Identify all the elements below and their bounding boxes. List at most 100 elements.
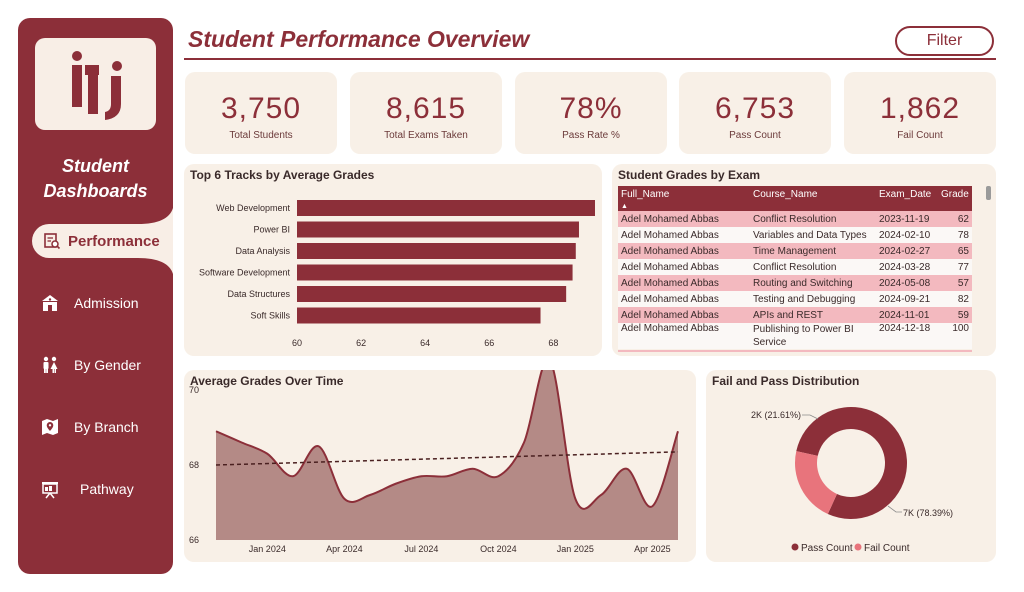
bar [297, 286, 567, 302]
column-header-full-name[interactable]: Full_Name ▲ [618, 186, 750, 211]
x-tick-label: 62 [356, 338, 366, 348]
x-tick-label: Oct 2024 [480, 544, 517, 554]
cell-course-name: Conflict Resolution [750, 211, 876, 227]
cell-exam-date: 2023-11-19 [876, 211, 938, 227]
iti-logo [35, 38, 156, 130]
kpi-card-pass-rate: 78% Pass Rate % [515, 72, 667, 154]
nav-item-by-gender[interactable]: By Gender [40, 350, 170, 380]
donut-slice [795, 451, 837, 514]
table-row[interactable]: Adel Mohamed Abbas Publishing to Power BI… [618, 323, 972, 349]
school-building-icon [40, 293, 60, 313]
table-row[interactable]: Adel Mohamed Abbas Variables and Data Typ… [618, 227, 972, 243]
column-header-course-name[interactable]: Course_Name [750, 186, 876, 211]
x-tick-label: Jul 2024 [404, 544, 438, 554]
bar [297, 264, 573, 281]
kpi-card-fail-count: 1,862 Fail Count [844, 72, 996, 154]
legend-marker-pass [791, 543, 799, 551]
pass-data-label: 7K (78.39%) [903, 508, 953, 518]
nav-item-pathway[interactable]: Pathway [40, 474, 170, 504]
cell-exam-date: 2024-03-28 [876, 259, 938, 275]
table-row[interactable]: Adel Mohamed Abbas Conflict Resolution 202… [618, 211, 972, 227]
y-tick-label: 68 [189, 460, 199, 470]
sidebar-title-line1: Student [62, 156, 129, 176]
cell-course-name: Time Management [750, 243, 876, 259]
kpi-label: Total Exams Taken [384, 130, 468, 141]
legend-marker-fail [854, 543, 862, 551]
bar [297, 221, 579, 238]
nav-label-admission: Admission [74, 295, 139, 311]
column-header-label: Course_Name [753, 189, 818, 200]
table-row[interactable]: Adel Mohamed Abbas Routing and Switching 2… [618, 275, 972, 291]
filter-button[interactable]: Filter [895, 26, 994, 56]
table-row[interactable]: Adel Mohamed Abbas APIs and REST 2024-11-0… [618, 307, 972, 323]
kpi-label: Fail Count [897, 130, 943, 141]
kpi-value: 3,750 [220, 92, 302, 125]
cell-grade: 65 [938, 243, 972, 259]
nav-label-by-gender: By Gender [74, 357, 141, 373]
cell-full-name: Adel Mohamed Abbas [618, 275, 750, 291]
iti-logo-icon [72, 51, 122, 120]
x-tick-label: Jan 2025 [557, 544, 594, 554]
bar-category-label: Web Development [216, 203, 290, 213]
y-tick-label: 70 [189, 385, 199, 395]
bar-category-label: Software Development [199, 268, 291, 278]
bar [297, 243, 576, 259]
cell-exam-date: 2024-02-27 [876, 243, 938, 259]
sidebar-curve [138, 208, 173, 274]
cell-full-name: Adel Mohamed Abbas [618, 259, 750, 275]
kpi-value: 6,753 [714, 92, 796, 125]
kpi-value: 78% [559, 92, 623, 125]
bar-category-label: Soft Skills [250, 311, 290, 321]
grades-table: Full_Name ▲ Course_Name Exam_Date Grade A… [618, 186, 972, 349]
sidebar: Student Dashboards Performance Admission… [18, 18, 173, 574]
sidebar-title-line2: Dashboards [43, 181, 148, 201]
x-tick-label: Jan 2024 [249, 544, 286, 554]
cell-course-name: Conflict Resolution [750, 259, 876, 275]
x-tick-label: 64 [420, 338, 430, 348]
kpi-card-pass-count: 6,753 Pass Count [679, 72, 831, 154]
column-header-exam-date[interactable]: Exam_Date [876, 186, 938, 211]
column-header-grade[interactable]: Grade [938, 186, 972, 211]
cell-full-name: Adel Mohamed Abbas [618, 227, 750, 243]
table-row[interactable]: Adel Mohamed Abbas Testing and Debugging 2… [618, 291, 972, 307]
cell-grade: 77 [938, 259, 972, 275]
cell-grade: 59 [938, 307, 972, 323]
bar-chart: Web Development Power BI Data Analysis Soft… [199, 200, 595, 348]
nav-label-pathway: Pathway [80, 481, 134, 497]
sort-asc-icon: ▲ [621, 203, 628, 210]
nav-item-by-branch[interactable]: By Branch [40, 412, 170, 442]
table-row[interactable]: Adel Mohamed Abbas Time Management 2024-02… [618, 243, 972, 259]
cell-exam-date: 2024-05-08 [876, 275, 938, 291]
cell-course-name: Variables and Data Types [750, 227, 876, 243]
kpi-label: Total Students [229, 130, 293, 141]
gender-people-icon [40, 355, 60, 375]
column-header-label: Exam_Date [879, 189, 932, 200]
kpi-value: 1,862 [879, 92, 961, 125]
nav-item-admission[interactable]: Admission [40, 288, 170, 318]
donut-slice [796, 407, 907, 519]
page-title: Student Performance Overview [188, 26, 530, 52]
trend-line [215, 451, 679, 466]
cell-full-name: Adel Mohamed Abbas [618, 323, 750, 349]
bar [297, 200, 595, 216]
y-tick-label: 66 [189, 535, 199, 545]
table-scrollbar[interactable] [986, 186, 991, 200]
bar-chart-panel: Top 6 Tracks by Average Grades [184, 164, 602, 356]
table-title: Student Grades by Exam [618, 168, 761, 182]
x-tick-label: 60 [292, 338, 302, 348]
area-chart: 66 68 70 Jan 2024 Apr 2024 Jul 2024 Oct 2024 Ja… [189, 370, 679, 554]
legend-label-pass: Pass Count [801, 543, 853, 554]
cell-grade: 62 [938, 211, 972, 227]
series-line [215, 370, 679, 510]
column-header-label: Grade [941, 189, 969, 200]
nav-label-performance: Performance [68, 232, 160, 250]
nav-item-performance[interactable]: Performance [32, 224, 173, 258]
table-row[interactable]: Adel Mohamed Abbas Conflict Resolution 202… [618, 259, 972, 275]
cell-exam-date: 2024-09-21 [876, 291, 938, 307]
donut-chart-title: Fail and Pass Distribution [712, 374, 860, 388]
cell-grade: 57 [938, 275, 972, 291]
map-pin-icon [40, 417, 60, 437]
x-tick-label: Apr 2025 [634, 544, 671, 554]
cell-full-name: Adel Mohamed Abbas [618, 291, 750, 307]
